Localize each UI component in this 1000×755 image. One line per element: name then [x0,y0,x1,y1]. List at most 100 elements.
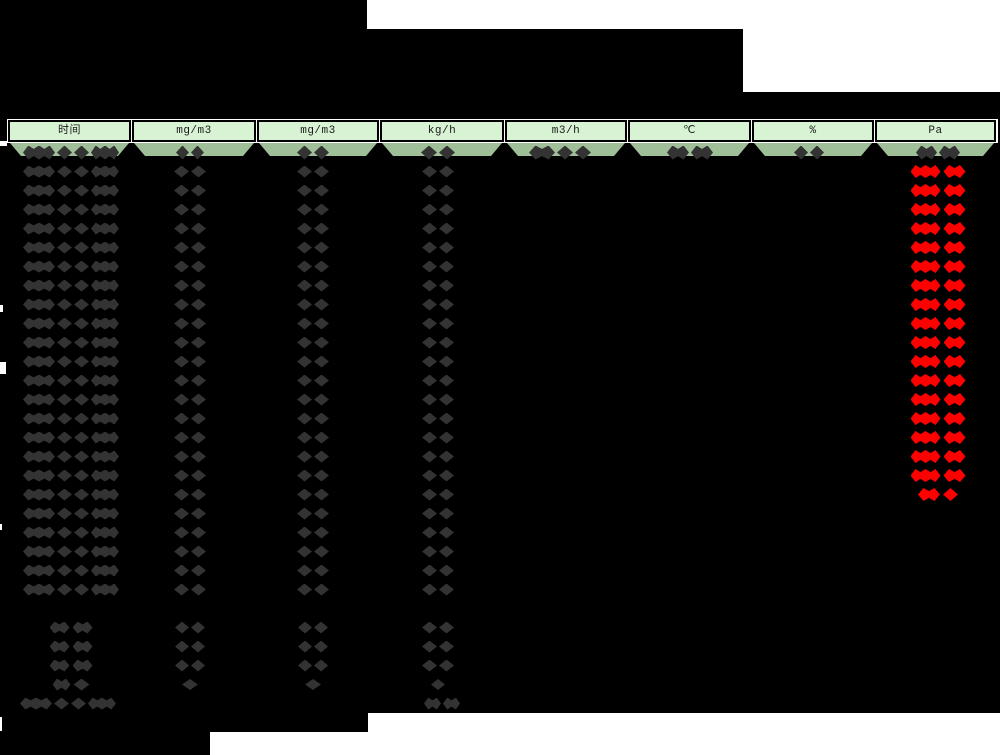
redaction-segment [943,336,966,349]
redaction-segment [191,374,206,387]
redaction-segment [174,241,189,254]
unit-header-cell-1[interactable]: 时间 [8,120,131,142]
redaction-segment [810,145,824,160]
unit-header-cell-6[interactable]: ℃ [628,120,751,142]
redaction-segment [174,469,189,482]
redaction-segment [91,165,119,178]
table-row-22 [0,542,1000,561]
redaction-segment [910,450,941,463]
unit-header-cell-8[interactable]: Pa [875,120,996,142]
redaction-segment [297,507,312,520]
redaction-segment [910,336,941,349]
redacted-value-red [910,279,966,292]
redaction-segment [74,317,89,330]
unit-header-cell-5[interactable]: m3/h [505,120,627,142]
redaction-segment [91,355,119,368]
redaction-segment [191,469,206,482]
redaction-segment [943,393,966,406]
table-row-23 [0,561,1000,580]
unit-header-cell-2[interactable]: mg/m3 [132,120,256,142]
redacted-value [422,222,454,235]
redaction-segment [918,488,940,501]
redacted-value [174,298,206,311]
redaction-segment [74,203,89,216]
redacted-timestamp [23,165,119,178]
unit-header-cell-4[interactable]: kg/h [380,120,504,142]
redacted-value [297,412,329,425]
redacted-value [174,241,206,254]
table-row-11 [0,333,1000,352]
redaction-segment [297,393,312,406]
redaction-segment [575,145,591,160]
redacted-value [422,469,454,482]
unit-header-cell-3[interactable]: mg/m3 [257,120,379,142]
redaction-segment [23,450,55,463]
redaction-segment [191,488,206,501]
redaction-segment [91,393,119,406]
redaction-segment [74,545,89,558]
highlight-band-cell [630,143,749,156]
redacted-value [916,145,960,160]
redacted-timestamp [52,678,90,691]
redaction-segment [91,526,119,539]
redaction-segment [557,145,573,160]
redaction-segment [91,564,119,577]
redaction-segment [439,336,454,349]
redaction-segment [439,659,454,672]
redacted-value [422,507,454,520]
redacted-value-red [910,203,966,216]
redaction-segment [297,355,312,368]
redacted-value [422,279,454,292]
redaction-segment [439,374,454,387]
redaction-segment [174,203,189,216]
redacted-value [297,564,329,577]
redacted-value [297,450,329,463]
redacted-timestamp [20,697,116,710]
redaction-segment [943,260,966,273]
redaction-segment [74,412,89,425]
unit-header-cell-7[interactable]: % [752,120,874,142]
redaction-segment [297,184,312,197]
redaction-segment [422,488,437,501]
redaction-segment [191,564,206,577]
redaction-segment [439,412,454,425]
redaction-segment [174,507,189,520]
redacted-timestamp [23,279,119,292]
redacted-value [297,317,329,330]
table-row-28 [0,656,1000,675]
redaction-segment [174,355,189,368]
redaction-segment [314,393,329,406]
redaction-segment [191,583,206,596]
redaction-segment [910,184,941,197]
redacted-timestamp [23,431,119,444]
redaction-segment [943,222,966,235]
redaction-segment [91,222,119,235]
redaction-segment [314,640,328,653]
redaction-segment [191,450,206,463]
redaction-segment [422,165,437,178]
table-row-14 [0,390,1000,409]
redaction-segment [52,678,71,691]
table-row-2 [0,162,1000,181]
table-row-27 [0,637,1000,656]
redacted-value-red [910,469,966,482]
redacted-value-red [910,165,966,178]
redaction-segment [297,298,312,311]
redaction-segment [57,393,72,406]
redaction-segment [88,697,116,710]
redacted-value [422,545,454,558]
redacted-timestamp [23,374,119,387]
redaction-segment [49,621,70,634]
redaction-segment [439,279,454,292]
redaction-segment [91,583,119,596]
redaction-segment [175,659,189,672]
redaction-segment [57,412,72,425]
redaction-segment [314,621,328,634]
redacted-timestamp [23,317,119,330]
sheet-white-top-right [743,29,1000,92]
redaction-segment [422,621,437,634]
redaction-segment [57,203,72,216]
redaction-segment [23,431,55,444]
sheet-white-bottom [368,713,1000,755]
redaction-segment [182,679,198,690]
